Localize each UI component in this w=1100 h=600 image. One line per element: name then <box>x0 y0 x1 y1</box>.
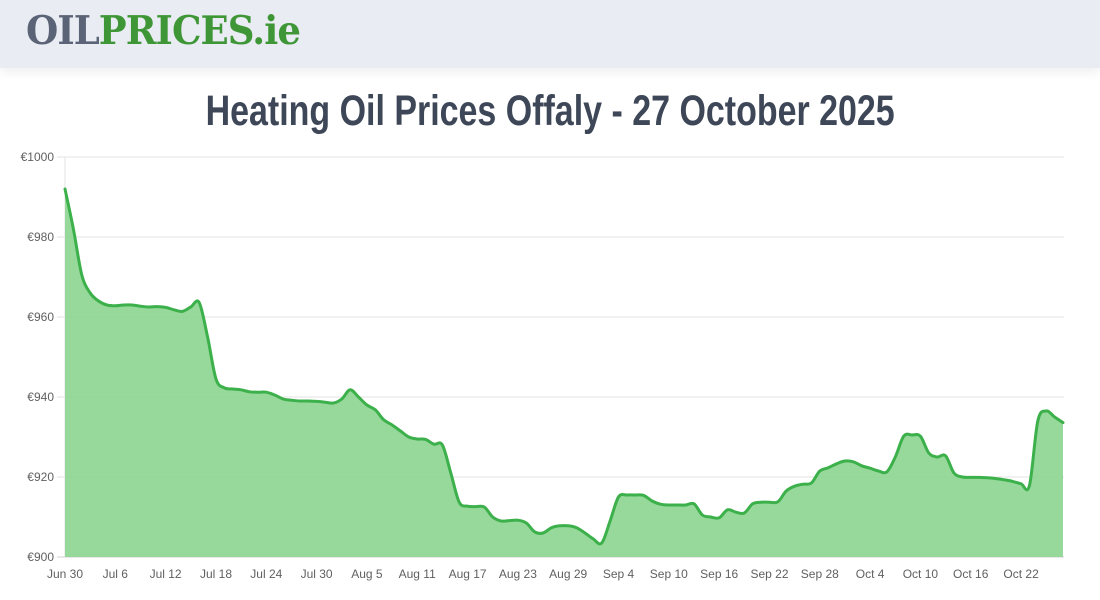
x-tick-label: Jul 18 <box>200 567 232 581</box>
x-tick-label: Sep 28 <box>801 567 839 581</box>
x-tick-label: Aug 5 <box>351 567 383 581</box>
title-row: Heating Oil Prices Offaly - 27 October 2… <box>0 86 1100 136</box>
page-title: Heating Oil Prices Offaly - 27 October 2… <box>205 87 895 135</box>
price-line[interactable] <box>63 187 1065 546</box>
y-axis-labels: €900 €920 €940 €960 €980 €1000 <box>21 150 55 564</box>
x-tick-label: Jul 24 <box>250 567 282 581</box>
x-tick-label: Oct 10 <box>903 567 939 581</box>
y-tick-label: €1000 <box>21 150 55 164</box>
price-chart[interactable]: €900 €920 €940 €960 €980 €1000 Jun 30 Jul 6 Jul … <box>0 148 1100 600</box>
x-tick-label: Jul 12 <box>150 567 182 581</box>
x-tick-label: Oct 4 <box>856 567 885 581</box>
x-axis-labels: Jun 30 Jul 6 Jul 12 Jul 18 Jul 24 Jul 30 Aug 5… <box>47 567 1039 581</box>
x-tick-label: Sep 4 <box>603 567 635 581</box>
x-tick-label: Jun 30 <box>47 567 83 581</box>
x-tick-label: Aug 29 <box>549 567 587 581</box>
x-tick-label: Aug 17 <box>449 567 487 581</box>
x-tick-label: Aug 23 <box>499 567 537 581</box>
x-tick-label: Aug 11 <box>399 567 436 581</box>
x-tick-label: Oct 16 <box>953 567 989 581</box>
y-tick-label: €920 <box>27 470 54 484</box>
site-logo[interactable]: OILPRICES.ie <box>26 8 301 54</box>
x-tick-label: Sep 16 <box>700 567 738 581</box>
logo-text-prices: PRICES <box>98 8 253 54</box>
y-tick-label: €940 <box>27 390 54 404</box>
x-tick-label: Sep 10 <box>650 567 688 581</box>
price-chart-svg[interactable]: €900 €920 €940 €960 €980 €1000 Jun 30 Jul 6 Jul … <box>0 148 1100 600</box>
x-tick-label: Jul 6 <box>103 567 129 581</box>
y-tick-label: €900 <box>27 550 54 564</box>
price-area-fill[interactable] <box>65 189 1063 557</box>
logo-text-oil: OIL <box>26 8 100 54</box>
site-header: OILPRICES.ie <box>0 0 1100 68</box>
logo-text-tld: .ie <box>252 8 301 54</box>
x-tick-label: Oct 22 <box>1003 567 1039 581</box>
x-tick-label: Sep 22 <box>750 567 788 581</box>
x-tick-label: Jul 30 <box>301 567 333 581</box>
y-tick-label: €960 <box>27 310 54 324</box>
y-tick-label: €980 <box>27 230 54 244</box>
